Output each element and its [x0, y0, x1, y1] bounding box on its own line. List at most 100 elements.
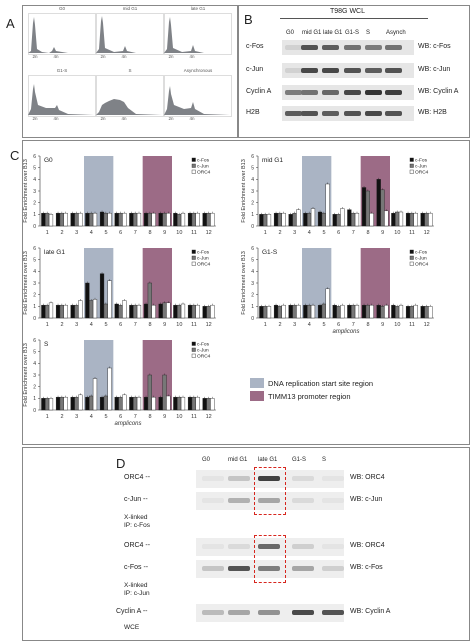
- bar: [424, 212, 429, 227]
- bar: [296, 209, 301, 227]
- bar: [336, 306, 341, 319]
- bar: [92, 212, 98, 227]
- histogram-tick: 2n: [168, 54, 174, 59]
- y-tick-label: 2: [251, 292, 254, 298]
- y-tick-label: 5: [251, 165, 254, 171]
- bar: [428, 212, 433, 227]
- y-tick-label: 1: [251, 212, 254, 218]
- bar: [361, 187, 367, 227]
- bar: [129, 212, 134, 227]
- panel-letter-c: C: [10, 148, 20, 163]
- bar: [63, 212, 68, 227]
- bar: [70, 396, 75, 411]
- y-tick-label: 2: [33, 292, 36, 298]
- blot-band: [322, 68, 339, 73]
- bar: [365, 190, 370, 227]
- co-ip-band: [322, 566, 344, 571]
- chart-title: late G1: [44, 249, 65, 256]
- bar: [409, 306, 414, 319]
- co-ip-band: [228, 498, 250, 503]
- x-tick-label: 11: [191, 230, 197, 236]
- x-tick-label: 12: [424, 322, 430, 328]
- bar: [361, 304, 367, 319]
- x-tick-label: 8: [148, 414, 151, 420]
- bar: [107, 367, 112, 411]
- legend-label: ORC4: [415, 261, 429, 267]
- co-ip-antibody-note: X-linked: [124, 514, 148, 521]
- wb-row-label: c-Fos: [246, 43, 264, 50]
- late-g1-highlight-box: [254, 467, 286, 515]
- blot-band: [322, 90, 339, 95]
- chart-title: mid G1: [262, 157, 283, 164]
- histogram-area: [28, 84, 94, 115]
- x-tick-label: 8: [148, 322, 151, 328]
- co-ip-band: [228, 566, 250, 571]
- legend-swatch: [191, 249, 196, 254]
- bar: [59, 396, 64, 411]
- co-ip-band: [292, 610, 314, 615]
- histogram-tick: 4n: [121, 54, 127, 59]
- bar: [206, 212, 211, 227]
- x-tick-label: 6: [119, 230, 122, 236]
- bar: [177, 396, 182, 411]
- legend-label: ORC4: [197, 353, 211, 359]
- co-ip-band: [258, 544, 280, 549]
- x-tick-label: 9: [163, 322, 166, 328]
- histogram-area: [164, 86, 230, 115]
- bar: [133, 304, 138, 319]
- bar: [310, 304, 316, 319]
- blot-band: [344, 90, 361, 95]
- bar: [288, 304, 293, 319]
- bar: [136, 212, 142, 227]
- x-tick-label: 1: [46, 230, 49, 236]
- y-axis-label: Fold Enrichment over B13: [241, 251, 247, 315]
- legend-label: c-Jun: [197, 255, 209, 261]
- bar: [74, 212, 79, 227]
- histogram-tick: 2n: [168, 116, 174, 121]
- co-ip-band: [258, 610, 280, 615]
- co-ip-lane-label: mid G1: [228, 457, 248, 463]
- histogram-title: G0: [58, 6, 65, 11]
- y-tick-label: 4: [33, 177, 36, 183]
- x-tick-label: 2: [60, 414, 63, 420]
- bar: [210, 304, 215, 319]
- co-ip-row-label: c-Jun --: [124, 496, 148, 503]
- legend-label: c-Jun: [197, 347, 209, 353]
- y-tick-label: 3: [33, 281, 36, 287]
- co-ip-band: [292, 544, 314, 549]
- co-ip-antibody-label: WB: ORC4: [350, 474, 385, 481]
- bar: [187, 212, 193, 227]
- panel-letter-a: A: [6, 16, 15, 31]
- bar: [85, 212, 90, 227]
- bar: [281, 212, 286, 227]
- co-ip-band: [258, 476, 280, 481]
- bar: [118, 304, 123, 319]
- bar: [395, 306, 400, 319]
- legend-label: ORC4: [415, 169, 429, 175]
- legend-swatch: [191, 169, 196, 174]
- wb-antibody-label: WB: c-Jun: [418, 66, 451, 73]
- bar: [45, 212, 50, 227]
- legend-label: c-Fos: [197, 341, 210, 347]
- co-ip-antibody-label: WB: ORC4: [350, 542, 385, 549]
- x-tick-label: 6: [119, 414, 122, 420]
- y-tick-label: 3: [251, 189, 254, 195]
- co-ip-band: [202, 610, 224, 615]
- legend-swatch: [191, 347, 196, 352]
- y-tick-label: 0: [251, 316, 254, 322]
- histogram-tick: 2n: [100, 116, 106, 121]
- histogram-tick: 4n: [189, 116, 195, 121]
- bar: [114, 303, 119, 319]
- x-tick-label: 5: [322, 230, 325, 236]
- y-tick-label: 4: [33, 361, 36, 367]
- histogram-area: [96, 16, 162, 53]
- y-tick-label: 2: [251, 200, 254, 206]
- x-tick-label: 3: [293, 322, 296, 328]
- histogram-plot: [164, 13, 232, 55]
- panel-letter-b: B: [244, 12, 253, 27]
- bar: [405, 212, 411, 227]
- bar: [180, 212, 186, 227]
- legend-swatch: [409, 157, 414, 162]
- histogram-title: G1-S: [56, 68, 68, 73]
